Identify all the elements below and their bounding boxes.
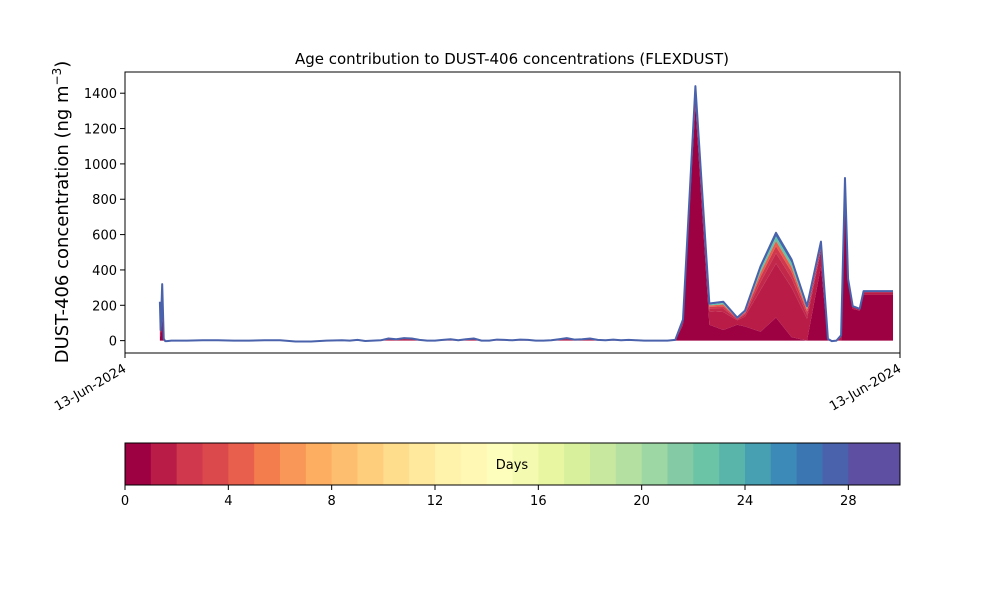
colorbar-segment <box>796 443 823 485</box>
colorbar-segment <box>435 443 462 485</box>
colorbar-label: Days <box>496 458 529 473</box>
colorbar-segment <box>719 443 746 485</box>
y-tick-label: 400 <box>92 264 117 279</box>
age-colorbar <box>124 442 901 486</box>
colorbar-tick-label: 24 <box>737 494 754 509</box>
colorbar-tick-label: 20 <box>633 494 650 509</box>
colorbar-segment <box>254 443 281 485</box>
y-tick-label: 0 <box>109 335 117 350</box>
colorbar-axis: 0 4 8 12 16 20 24 28 <box>121 485 857 509</box>
colorbar-segment <box>512 443 539 485</box>
x-tick-label: 13-Jun-2024 <box>52 361 129 414</box>
colorbar-segment <box>745 443 772 485</box>
colorbar-tick-label: 16 <box>530 494 547 509</box>
colorbar-segment <box>693 443 720 485</box>
colorbar-segment <box>641 443 668 485</box>
colorbar-segment <box>176 443 203 485</box>
colorbar-segment <box>357 443 384 485</box>
colorbar-tick-label: 28 <box>840 494 857 509</box>
colorbar-segment <box>538 443 565 485</box>
y-tick-label: 1000 <box>84 158 117 173</box>
colorbar-segment <box>202 443 229 485</box>
x-tick-label: 13-Jun-2024 <box>827 361 904 414</box>
colorbar-segment <box>770 443 798 485</box>
colorbar-segment <box>564 443 591 485</box>
colorbar-segment <box>280 443 307 485</box>
y-tick-label: 200 <box>92 299 117 314</box>
colorbar-tick-label: 0 <box>121 494 129 509</box>
colorbar-segment <box>615 443 643 485</box>
y-tick-label: 1200 <box>84 123 117 138</box>
y-tick-label: 1400 <box>84 87 117 102</box>
colorbar-segment <box>667 443 694 485</box>
colorbar-segment <box>590 443 617 485</box>
colorbar-segment <box>305 443 333 485</box>
colorbar-segment <box>486 443 513 485</box>
y-axis-label-close: ) <box>52 61 73 68</box>
y-tick-label: 800 <box>92 193 117 208</box>
colorbar-segment <box>409 443 436 485</box>
y-axis-label-main: DUST-406 concentration (ng m <box>52 85 73 363</box>
age-band-area <box>159 93 894 342</box>
colorbar-frame <box>124 442 901 486</box>
colorbar-segment <box>383 443 410 485</box>
colorbar-segment <box>874 443 901 485</box>
colorbar-segment <box>125 443 152 485</box>
x-axis: 13-Jun-2024 13-Jun-2024 <box>52 353 904 414</box>
chart-title: Age contribution to DUST-406 concentrati… <box>295 50 729 68</box>
colorbar-tick-label: 12 <box>427 494 444 509</box>
colorbar-segment <box>228 443 255 485</box>
y-axis-label: DUST-406 concentration (ng m−3) <box>50 61 73 364</box>
y-tick-label: 600 <box>92 229 117 244</box>
colorbar-segment <box>822 443 849 485</box>
plot-frame <box>124 71 901 354</box>
colorbar-segment <box>848 443 875 485</box>
y-axis-label-sup: −3 <box>50 68 64 86</box>
colorbar-segment <box>150 443 178 485</box>
colorbar-tick-label: 4 <box>224 494 232 509</box>
y-axis: 0 200 400 600 800 1000 1200 1400 <box>84 87 125 350</box>
series-layer <box>158 85 894 343</box>
age-band-0-1-days-area <box>159 105 894 341</box>
colorbar-tick-label: 8 <box>328 494 336 509</box>
colorbar-segment <box>331 443 358 485</box>
total-concentration-line <box>158 85 894 343</box>
colorbar-segment <box>460 443 488 485</box>
